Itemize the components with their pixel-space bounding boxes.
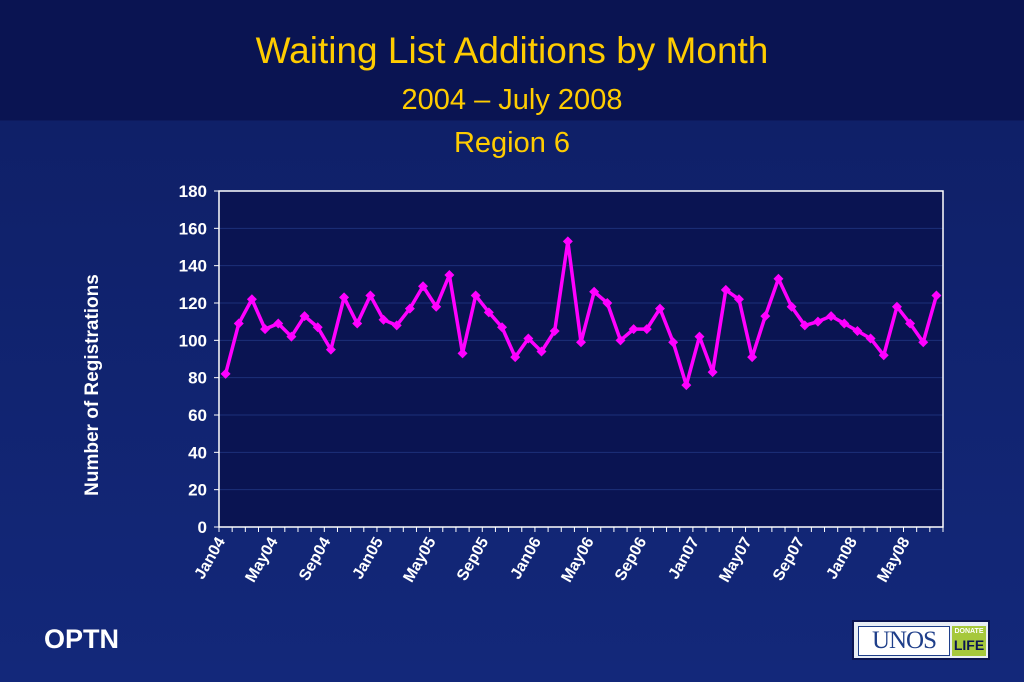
- data-point: [602, 298, 613, 308]
- data-point: [812, 316, 823, 327]
- data-point: [562, 236, 573, 247]
- y-tick-label: 180: [179, 182, 207, 201]
- data-point: [641, 324, 652, 335]
- data-point: [905, 318, 916, 329]
- data-point: [273, 318, 284, 329]
- data-point: [589, 286, 600, 297]
- x-tick-label: May08: [874, 534, 913, 585]
- data-point: [760, 311, 771, 322]
- title-band: [0, 0, 1024, 120]
- x-tick-label: May07: [716, 534, 755, 585]
- x-tick-label: Jan07: [666, 534, 703, 582]
- donate-life-bottom: LIFE: [953, 637, 985, 653]
- data-point: [707, 367, 718, 378]
- y-tick-label: 0: [198, 518, 207, 537]
- y-axis-label: Number of Registrations: [82, 274, 103, 496]
- data-point: [773, 273, 784, 284]
- data-point: [628, 324, 639, 335]
- data-point: [260, 324, 271, 335]
- donate-life-top: DONATE: [954, 628, 984, 635]
- donate-life-badge: DONATE LIFE: [952, 626, 986, 656]
- chart-region: Region 6: [453, 127, 571, 159]
- y-tick-label: 40: [188, 443, 207, 462]
- data-point: [431, 301, 442, 312]
- x-tick-label: May04: [243, 534, 282, 585]
- data-point: [391, 320, 402, 331]
- data-point: [246, 294, 257, 305]
- y-tick-label: 60: [188, 406, 207, 425]
- data-point: [418, 281, 429, 292]
- data-point: [826, 311, 837, 322]
- data-point: [668, 337, 679, 348]
- y-tick-label: 20: [188, 481, 207, 500]
- data-point: [497, 322, 508, 333]
- data-point: [747, 352, 758, 363]
- unos-logo-text: UNOS: [858, 626, 950, 656]
- data-point: [549, 326, 560, 336]
- data-point: [733, 294, 744, 305]
- x-tick-label: May06: [558, 534, 597, 585]
- unos-logo: UNOS DONATE LIFE: [852, 620, 990, 660]
- data-point: [325, 344, 336, 355]
- x-tick-label: May05: [400, 534, 439, 585]
- data-point: [470, 290, 481, 301]
- data-point: [286, 331, 297, 342]
- data-point: [444, 270, 455, 280]
- x-tick-label: Jan05: [350, 534, 387, 582]
- x-tick-label: Jan06: [508, 534, 545, 582]
- y-tick-label: 160: [179, 219, 207, 238]
- data-point: [352, 318, 363, 329]
- optn-label: OPTN: [44, 624, 120, 654]
- data-point: [576, 337, 586, 348]
- data-point: [378, 314, 389, 325]
- y-tick-label: 140: [179, 257, 207, 276]
- x-tick-label: Jan04: [192, 534, 229, 582]
- y-tick-label: 80: [188, 369, 207, 388]
- data-point: [457, 348, 468, 359]
- y-tick-label: 100: [179, 331, 207, 350]
- data-point: [852, 326, 863, 336]
- data-point: [536, 346, 547, 357]
- data-point: [404, 303, 415, 314]
- data-point: [918, 337, 929, 348]
- data-point: [510, 352, 521, 363]
- x-tick-label: Sep05: [454, 534, 492, 583]
- data-point: [891, 301, 902, 312]
- data-point: [878, 350, 889, 361]
- x-tick-label: Sep06: [612, 534, 650, 583]
- data-point: [694, 331, 705, 342]
- data-point: [233, 318, 244, 329]
- data-point: [220, 368, 231, 379]
- chart-title: Waiting List Additions by Month: [255, 30, 769, 71]
- data-point: [865, 333, 876, 344]
- data-point: [799, 320, 810, 331]
- x-tick-label: Sep04: [296, 534, 334, 583]
- data-point: [365, 290, 376, 301]
- plot-frame: [218, 190, 944, 528]
- data-point: [312, 322, 323, 333]
- data-point: [339, 292, 350, 303]
- data-point: [786, 301, 797, 312]
- data-point: [299, 311, 310, 322]
- data-point: [720, 284, 731, 295]
- data-point: [483, 307, 494, 318]
- data-point: [615, 335, 626, 346]
- chart-subtitle: 2004 – July 2008: [401, 84, 623, 116]
- x-tick-label: Jan08: [823, 534, 860, 582]
- plot-area: [219, 191, 943, 527]
- data-point: [839, 318, 850, 329]
- y-tick-label: 120: [179, 294, 207, 313]
- data-point: [681, 380, 692, 391]
- data-point: [523, 333, 534, 344]
- data-point: [931, 290, 942, 301]
- data-point: [654, 303, 665, 314]
- x-tick-label: Sep07: [770, 534, 808, 583]
